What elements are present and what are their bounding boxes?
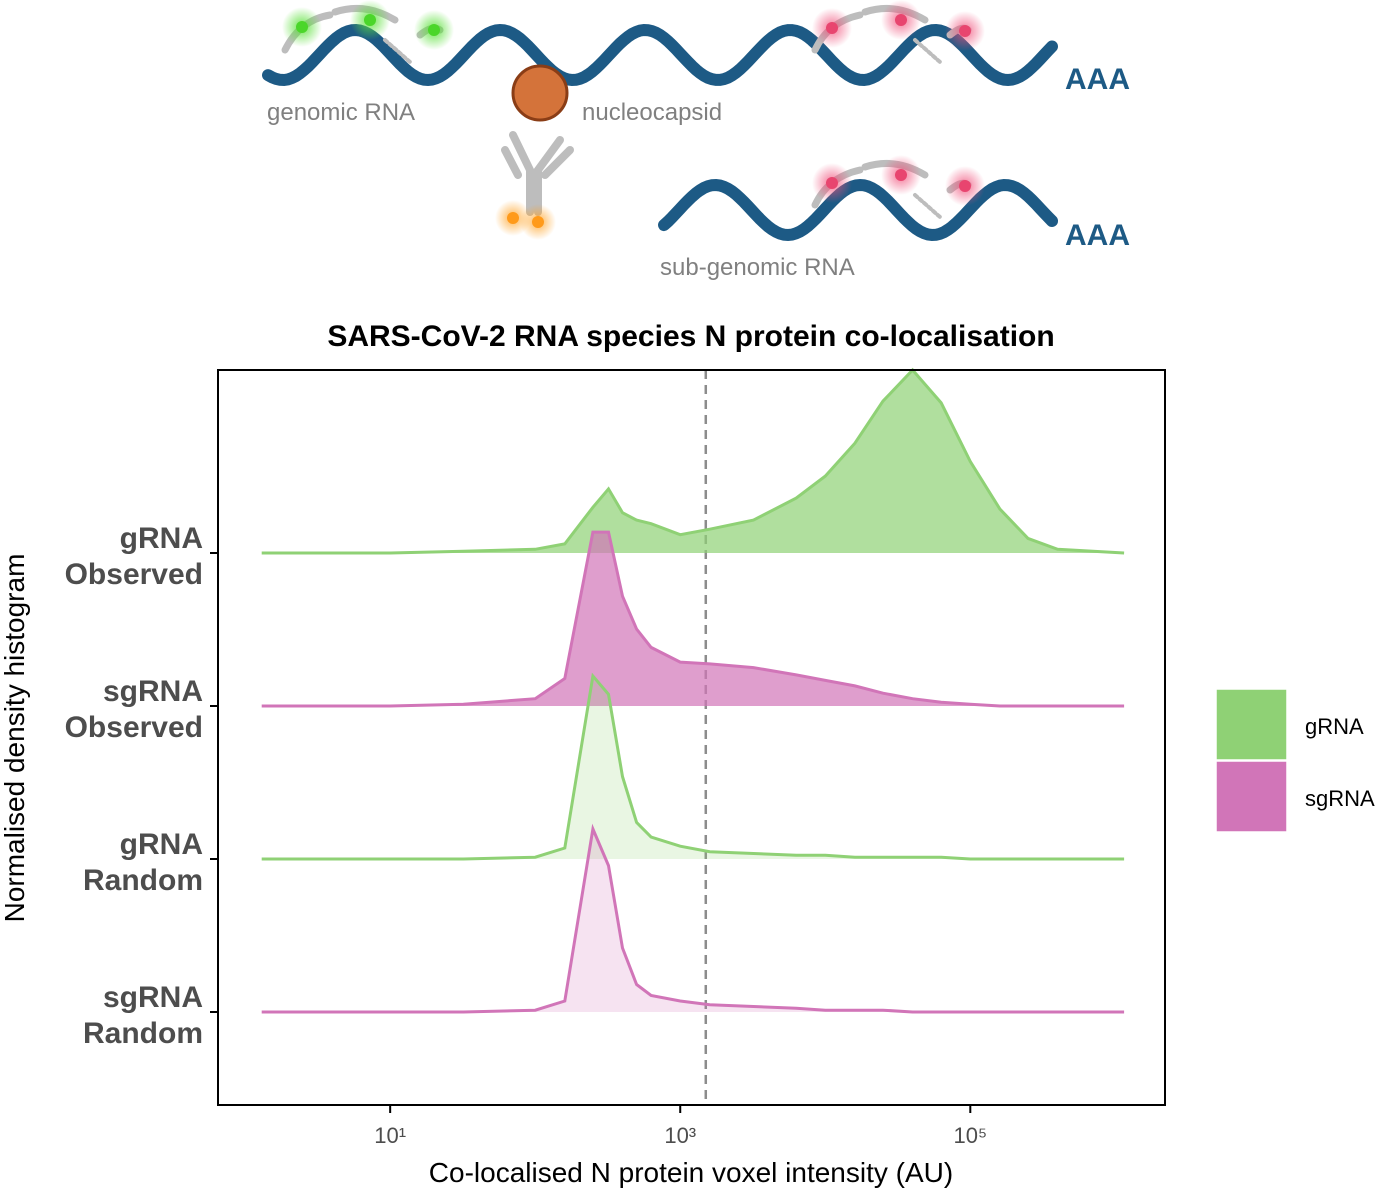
x-axis-label: Co-localised N protein voxel intensity (…: [429, 1157, 953, 1188]
x-tick-label: 10¹: [374, 1123, 406, 1148]
ridge-area: [261, 370, 1125, 553]
ridge-line: [261, 823, 1125, 1014]
x-tick-label: 10³: [664, 1123, 696, 1148]
panel-border: [217, 369, 1166, 1106]
nucleocapsid: [511, 64, 569, 122]
x-tick-label: 10⁵: [954, 1123, 988, 1148]
nucleocapsid-label: nucleocapsid: [582, 99, 722, 126]
probe-dot: [428, 24, 440, 36]
antibody-dot: [507, 212, 519, 224]
diagram: genomic RNA nucleocapsid sub-genomic RNA…: [262, 0, 1130, 281]
y-tick-label: gRNA Random: [83, 828, 203, 897]
red-probe-dots: [812, 0, 985, 206]
legend-label: gRNA: [1305, 714, 1364, 739]
legend-swatch: [1215, 760, 1288, 833]
probe-dot: [364, 14, 376, 26]
ridge-line: [261, 672, 1125, 861]
legend-swatch: [1215, 688, 1288, 761]
y-tick-label: sgRNA Random: [83, 981, 203, 1050]
polya-label: AAA: [1065, 219, 1130, 252]
genomic-rna-strand: [262, 23, 1058, 87]
ridge-area: [261, 532, 1125, 706]
antibody-dot: [532, 216, 544, 228]
ridge-line: [261, 530, 1125, 708]
y-axis-label: Normalised density histogram: [0, 554, 30, 923]
legend-label: sgRNA: [1305, 786, 1375, 811]
y-tick-label: gRNA Observed: [64, 522, 203, 591]
plot-area: [261, 367, 1125, 1105]
y-tick-label: sgRNA Observed: [64, 675, 203, 744]
chart-title: SARS-CoV-2 RNA species N protein co-loca…: [327, 320, 1054, 353]
genomic-label: genomic RNA: [267, 99, 415, 126]
subgenomic-rna-strand: [658, 178, 1058, 242]
probe-dot: [296, 21, 308, 33]
ridge-line: [261, 367, 1125, 555]
polya-label: AAA: [1065, 63, 1130, 96]
antibody: [501, 131, 574, 216]
subgenomic-label: sub-genomic RNA: [660, 254, 855, 281]
